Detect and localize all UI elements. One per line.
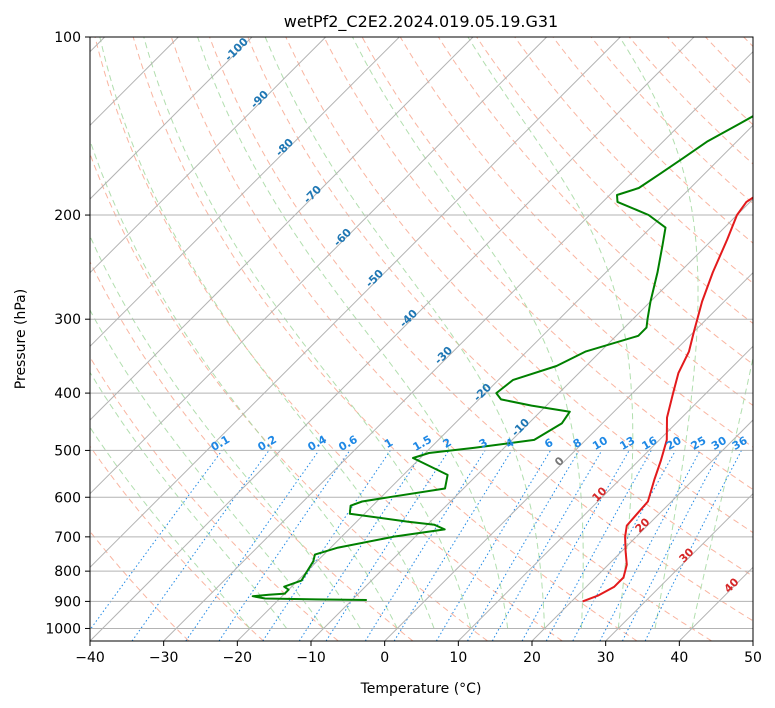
dry-adiabat [132,37,638,641]
y-axis: 100 200 300 400 500 600 700 800 900 1000 [45,30,90,637]
isotherm-line [384,271,753,641]
isotherm-line [90,37,327,274]
plot-frame [89,36,754,642]
moist-adiabat [143,37,472,629]
dry-adiabat [323,37,753,491]
y-tick-label: 800 [54,564,81,580]
moist-adiabat [99,37,435,629]
isotherm-line [236,124,753,641]
x-tick-label: 0 [380,650,389,666]
y-tick-label: 700 [54,530,81,546]
x-tick-label: −10 [296,650,326,666]
isotherm-line [457,345,753,641]
moist-adiabat [90,309,324,629]
mixing-ratio-line [572,450,676,641]
dewpoint-profile-line [251,115,753,601]
dry-adiabat [285,37,753,534]
mixing-ratio-line [545,450,652,641]
mixing-ratio-line [325,450,450,641]
x-tick-label: 10 [449,650,467,666]
grid-lines [90,37,753,641]
mixing-ratio-line [644,450,742,641]
isotherm-line [752,640,753,641]
moist-adiabat [467,37,634,629]
y-tick-label: 1000 [45,621,81,637]
isotherm-line [310,198,753,641]
moist-adiabat [264,37,545,629]
mixing-ratio-line [90,450,223,631]
moist-adiabat [90,371,288,629]
plot-area [90,37,753,641]
moist-adiabat [90,426,251,629]
x-axis-label: Temperature (°C) [360,681,482,697]
isotherm-line [90,37,695,641]
y-tick-label: 100 [54,30,81,46]
y-tick-label: 500 [54,443,81,459]
x-tick-label: 20 [523,650,541,666]
isotherm-line [90,37,253,200]
isotherm-line [90,37,474,421]
y-tick-label: 900 [54,594,81,610]
dry-adiabat [94,37,563,641]
x-tick-label: −40 [75,650,105,666]
y-axis-label: Pressure (hPa) [13,289,29,389]
series-layer [251,115,753,603]
y-tick-label: 600 [54,490,81,506]
temperature-profile-line [582,196,753,603]
isotherm-line [90,37,400,348]
moist-adiabat [90,138,398,629]
dry-adiabat [514,37,753,284]
moist-adiabat [90,234,361,629]
x-tick-label: 30 [597,650,615,666]
thermo-background-lines [90,37,753,641]
x-tick-label: −30 [149,650,179,666]
dry-adiabat [476,37,753,325]
dry-adiabat [209,37,753,622]
moist-adiabat [352,37,584,629]
mixing-ratio-line [298,450,425,641]
mixing-ratio-line [218,450,351,641]
y-tick-label: 300 [54,312,81,328]
chart-title: wetPf2_C2E2.2024.019.05.19.G31 [284,12,558,32]
dry-adiabat [170,37,712,641]
y-tick-label: 200 [54,208,81,224]
isotherm-line [531,419,753,641]
moist-adiabat [619,37,699,629]
isotherm-line [163,50,753,641]
dry-adiabat [90,260,414,641]
x-tick-label: 40 [670,650,688,666]
x-tick-label: −20 [223,650,253,666]
isotherm-line [90,37,548,495]
moist-adiabat [691,355,753,629]
mixing-ratio-line [521,450,630,641]
mixing-ratio-line [185,450,320,641]
mixing-ratio-line [262,450,391,641]
moist-adiabat [197,37,509,629]
isotherm-line [605,492,753,641]
dry-adiabat [247,37,753,577]
y-tick-label: 400 [54,386,81,402]
isotherm-line [90,37,621,569]
x-axis: −40 −30 −20 −10 0 10 20 30 40 50 [75,641,762,666]
dry-adiabat [90,445,264,641]
x-tick-label: 50 [744,650,762,666]
mixing-ratio-line [393,450,513,641]
